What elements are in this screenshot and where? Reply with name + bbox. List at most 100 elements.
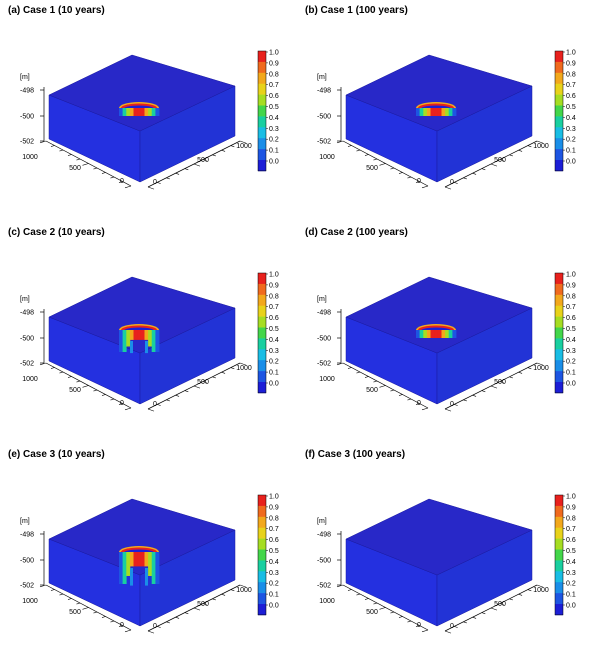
colorbar-swatch	[258, 371, 266, 383]
x-tick-mark	[379, 385, 386, 388]
y-tick-label: 1000	[533, 143, 549, 150]
y-tick-label: 500	[494, 157, 506, 164]
colorbar-label: 0.4	[269, 115, 279, 122]
plume-column	[140, 108, 145, 116]
x-tick-mark	[356, 149, 361, 152]
colorbar-swatch	[258, 549, 266, 561]
colorbar-frame	[257, 494, 267, 616]
panel-title: (c) Case 2 (10 years)	[8, 227, 105, 238]
y-tick-label: 1000	[533, 587, 549, 594]
colorbar-label: 0.2	[269, 581, 279, 588]
colorbar-swatch	[258, 72, 266, 84]
colorbar-label: 0.0	[269, 603, 279, 610]
colorbar-label: 1.0	[566, 272, 576, 279]
colorbar-label: 0.3	[566, 126, 576, 133]
y-tick-mark	[509, 154, 513, 157]
x-tick-mark	[421, 629, 429, 633]
x-tick-label: 500	[366, 165, 378, 172]
colorbar-label: 0.5	[566, 326, 576, 333]
colorbar-swatch	[258, 116, 266, 128]
plume-column	[452, 330, 457, 338]
x-tick-mark	[124, 407, 132, 411]
z-tick-label: -500	[317, 114, 331, 121]
y-tick-mark	[175, 616, 180, 619]
z-axis-unit: [m]	[20, 74, 30, 81]
colorbar-label: 0.1	[566, 370, 576, 377]
colorbar-label: 0.9	[566, 504, 576, 511]
z-tick-label: -498	[20, 88, 34, 95]
y-tick-label: 0	[450, 179, 454, 186]
plume-column	[434, 108, 439, 116]
plume-tail	[130, 341, 133, 354]
colorbar-swatch	[555, 138, 563, 150]
colorbar-label: 0.7	[269, 82, 279, 89]
plume-column	[437, 330, 442, 338]
plume-tail	[145, 568, 148, 586]
y-tick-mark	[203, 159, 207, 161]
colorbar-frame	[554, 272, 564, 394]
colorbar-label: 0.2	[566, 359, 576, 366]
colorbar-label: 0.0	[566, 603, 576, 610]
colorbar-frame	[257, 272, 267, 394]
y-tick-label: 1000	[533, 365, 549, 372]
colorbar-label: 0.6	[566, 93, 576, 100]
y-tick-mark	[239, 140, 247, 144]
colorbar-swatch	[555, 72, 563, 84]
plume-column	[445, 108, 450, 116]
z-tick-label: -500	[317, 558, 331, 565]
colorbar-swatch	[258, 138, 266, 150]
colorbar-swatch	[258, 382, 266, 394]
plume-column	[448, 330, 453, 338]
colorbar-swatch	[258, 273, 266, 285]
y-tick-mark	[444, 630, 452, 634]
plume-column	[441, 108, 446, 116]
x-tick-mark	[421, 185, 429, 189]
colorbar-label: 0.2	[566, 137, 576, 144]
colorbar-swatch	[258, 305, 266, 317]
z-axis-unit: [m]	[317, 518, 327, 525]
colorbar-label: 0.8	[566, 71, 576, 78]
colorbar-label: 0.1	[269, 148, 279, 155]
y-tick-mark	[147, 630, 155, 634]
y-tick-mark	[166, 621, 170, 624]
colorbar-label: 0.6	[269, 315, 279, 322]
y-tick-mark	[212, 154, 216, 157]
colorbar-label: 0.9	[269, 504, 279, 511]
colorbar-swatch	[555, 582, 563, 594]
plume-column	[122, 552, 127, 584]
colorbar-swatch	[555, 116, 563, 128]
y-tick-mark	[239, 362, 247, 366]
colorbar-label: 0.4	[566, 559, 576, 566]
x-tick-mark	[67, 154, 72, 156]
y-tick-mark	[203, 603, 207, 605]
plume-column	[137, 330, 142, 340]
colorbar-swatch	[555, 360, 563, 372]
plume-column	[126, 108, 131, 116]
x-tick-mark	[336, 584, 344, 588]
y-tick-mark	[490, 607, 498, 611]
colorbar-swatch	[258, 160, 266, 172]
x-tick-mark	[93, 167, 98, 170]
colorbar-label: 1.0	[269, 272, 279, 279]
x-tick-mark	[398, 394, 403, 396]
y-tick-mark	[490, 163, 498, 167]
colorbar-swatch	[258, 582, 266, 594]
y-tick-mark	[463, 177, 467, 180]
x-tick-label: 500	[366, 609, 378, 616]
x-tick-mark	[390, 611, 395, 614]
panel-b: (b) Case 1 (100 years) [m] -498 -500 -502 10…	[297, 0, 594, 211]
x-tick-mark	[347, 145, 352, 147]
colorbar-swatch	[555, 382, 563, 394]
y-tick-mark	[454, 626, 458, 628]
y-tick-mark	[472, 172, 477, 175]
y-tick-mark	[536, 362, 544, 366]
y-tick-mark	[518, 593, 523, 596]
x-tick-label: 500	[69, 609, 81, 616]
x-tick-mark	[59, 371, 64, 374]
z-axis-unit: [m]	[20, 518, 30, 525]
y-tick-mark	[221, 371, 226, 374]
colorbar-label: 0.5	[269, 548, 279, 555]
colorbar-swatch	[258, 283, 266, 296]
colorbar-swatch	[555, 527, 563, 539]
plume-column	[129, 330, 134, 340]
